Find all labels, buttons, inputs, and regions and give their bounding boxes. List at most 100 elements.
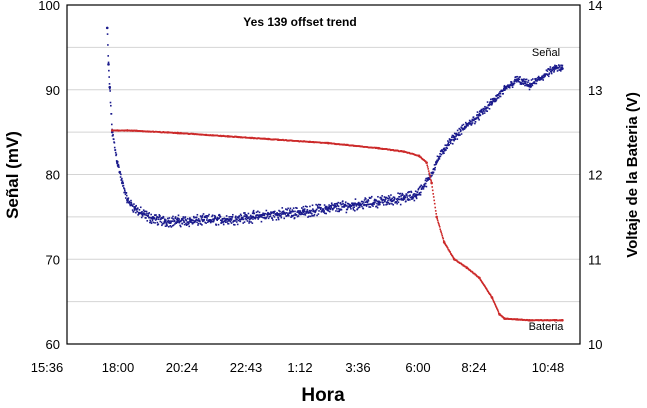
data-point [234, 215, 237, 218]
data-point [235, 221, 238, 223]
data-point [249, 214, 252, 217]
data-point [137, 214, 139, 216]
data-point [404, 196, 407, 199]
data-point [110, 129, 114, 132]
data-point [181, 219, 184, 221]
data-point [269, 215, 272, 217]
data-point [281, 210, 284, 213]
data-point [288, 209, 291, 211]
data-point [371, 202, 374, 205]
data-point [463, 128, 466, 130]
data-point [111, 134, 114, 137]
data-point [444, 243, 447, 245]
data-point [196, 219, 199, 222]
data-point [525, 81, 527, 83]
y-right-tick-label: 11 [588, 252, 602, 267]
data-point [520, 82, 522, 84]
data-point [415, 197, 418, 200]
data-point [179, 225, 182, 228]
data-point [423, 185, 426, 187]
data-point [553, 318, 557, 322]
data-point [439, 152, 441, 155]
data-point [414, 190, 417, 193]
data-point [205, 215, 208, 217]
data-point [485, 288, 488, 291]
data-point [366, 201, 369, 204]
data-point [489, 102, 491, 104]
data-point [266, 215, 269, 217]
data-point [114, 149, 117, 151]
data-point [493, 98, 496, 101]
data-point [238, 215, 241, 217]
data-point [372, 205, 374, 207]
data-point [432, 172, 434, 175]
data-point [167, 225, 170, 228]
data-point [471, 271, 474, 274]
data-point [237, 219, 240, 222]
data-point [367, 199, 369, 201]
x-tick-label: 1:12 [287, 360, 312, 375]
data-point [365, 198, 367, 200]
data-point [387, 199, 389, 202]
data-point [262, 216, 265, 219]
series-label-senal: Señal [532, 47, 560, 59]
data-point [483, 108, 486, 110]
data-point [451, 134, 454, 137]
data-point [492, 299, 495, 302]
data-point [352, 207, 354, 209]
data-point [225, 219, 227, 222]
data-point [240, 218, 242, 221]
data-point [350, 205, 353, 208]
data-point [236, 218, 238, 220]
data-point [524, 82, 527, 85]
data-point [168, 217, 171, 219]
data-point [205, 216, 207, 219]
y-right-tick-label: 13 [588, 83, 602, 98]
data-point [279, 212, 282, 215]
data-point [387, 201, 390, 204]
data-point [490, 103, 493, 106]
data-point [449, 140, 452, 143]
data-point [277, 217, 280, 219]
data-point [548, 73, 550, 75]
data-point [117, 164, 120, 167]
data-point [205, 219, 208, 221]
data-point [434, 168, 436, 171]
data-point [435, 213, 438, 215]
y-right-tick-label: 14 [588, 0, 602, 13]
data-point [514, 78, 516, 81]
data-point [416, 191, 419, 193]
data-point [437, 222, 440, 225]
data-point [425, 177, 427, 180]
data-point [384, 198, 387, 200]
data-point [320, 206, 322, 209]
data-point [221, 219, 223, 222]
data-point [343, 205, 346, 208]
data-point [242, 222, 245, 224]
data-point [161, 223, 164, 225]
data-point [120, 173, 122, 176]
data-point [439, 155, 442, 158]
data-point [217, 218, 219, 220]
data-point [225, 215, 228, 217]
data-point [527, 84, 530, 86]
data-point [433, 199, 436, 202]
data-point [468, 122, 471, 124]
data-point [442, 147, 446, 151]
data-point [201, 216, 204, 218]
data-point [515, 78, 519, 81]
data-point [317, 213, 320, 215]
data-point [486, 101, 489, 103]
data-point [352, 208, 355, 211]
data-point [396, 199, 399, 202]
data-point [462, 128, 464, 131]
data-point [523, 82, 526, 85]
data-point [275, 214, 277, 216]
data-point [256, 216, 259, 219]
data-point [543, 76, 545, 79]
data-point [115, 153, 118, 156]
data-point [294, 213, 297, 215]
data-point [291, 215, 293, 218]
data-point [438, 226, 441, 228]
data-point [216, 218, 218, 221]
